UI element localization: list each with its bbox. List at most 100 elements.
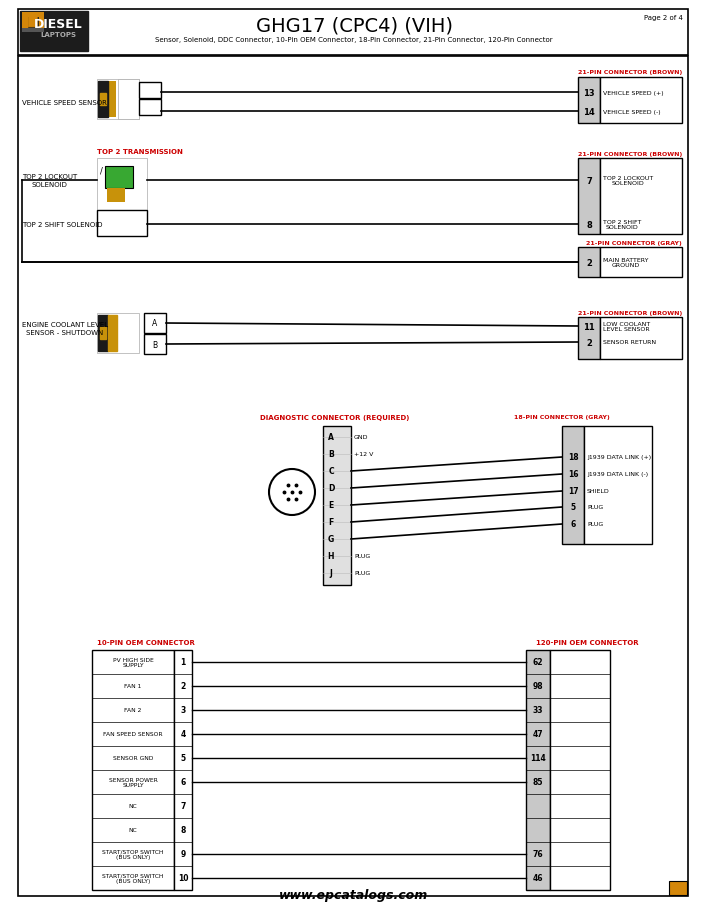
Text: TOP 2 TRANSMISSION: TOP 2 TRANSMISSION: [97, 148, 183, 155]
Bar: [578, 248, 600, 278]
Bar: [97, 313, 139, 353]
Bar: [550, 650, 610, 890]
Text: VEHICLE SPEED SENSOR: VEHICLE SPEED SENSOR: [22, 100, 107, 106]
Text: ENGINE COOLANT LEVEL
SENSOR - SHUTDOWN: ENGINE COOLANT LEVEL SENSOR - SHUTDOWN: [22, 322, 108, 335]
Bar: [98, 315, 108, 352]
Text: VEHICLE SPEED (-): VEHICLE SPEED (-): [603, 109, 660, 115]
Circle shape: [269, 469, 315, 516]
Bar: [144, 313, 166, 333]
Text: MAIN BATTERY
GROUND: MAIN BATTERY GROUND: [603, 257, 648, 268]
Text: 13: 13: [583, 88, 595, 97]
Text: 8: 8: [586, 220, 592, 230]
Text: F: F: [328, 518, 334, 527]
Text: TOP 2 LOCKOUT
SOLENOID: TOP 2 LOCKOUT SOLENOID: [22, 174, 77, 188]
Text: 11: 11: [583, 322, 595, 331]
Text: VEHICLE SPEED (+): VEHICLE SPEED (+): [603, 90, 664, 96]
Text: 9: 9: [180, 850, 186, 858]
Text: /: /: [99, 167, 103, 175]
Text: 5: 5: [180, 753, 186, 763]
Text: 7: 7: [180, 802, 186, 811]
Text: 16: 16: [567, 470, 578, 479]
Bar: [669, 881, 687, 895]
Bar: [98, 82, 108, 118]
Text: 114: 114: [530, 753, 546, 763]
Bar: [144, 334, 166, 354]
Bar: [562, 426, 584, 545]
Text: 7: 7: [586, 177, 592, 185]
Text: 5: 5: [570, 503, 576, 512]
Text: 21-PIN CONNECTOR (BROWN): 21-PIN CONNECTOR (BROWN): [578, 312, 682, 316]
Text: A: A: [328, 433, 334, 442]
Text: SENSOR POWER
SUPPLY: SENSOR POWER SUPPLY: [108, 777, 158, 787]
Text: GHG17 (CPC4) (VIH): GHG17 (CPC4) (VIH): [256, 16, 453, 36]
Text: START/STOP SWITCH
(BUS ONLY): START/STOP SWITCH (BUS ONLY): [102, 873, 164, 884]
Bar: [584, 426, 652, 545]
Text: PLUG: PLUG: [354, 571, 370, 576]
Bar: [100, 328, 106, 340]
Text: A: A: [152, 319, 158, 328]
Text: SENSOR RETURN: SENSOR RETURN: [603, 340, 656, 345]
Text: START/STOP SWITCH
(BUS ONLY): START/STOP SWITCH (BUS ONLY): [102, 849, 164, 859]
Text: 21-PIN CONNECTOR (BROWN): 21-PIN CONNECTOR (BROWN): [578, 151, 682, 157]
Text: TOP 2 SHIFT SOLENOID: TOP 2 SHIFT SOLENOID: [22, 221, 103, 228]
Text: LAPTOPS: LAPTOPS: [40, 32, 76, 38]
Text: 8: 8: [180, 825, 186, 834]
Text: DIESEL: DIESEL: [34, 17, 82, 30]
Text: 17: 17: [567, 487, 578, 496]
Text: 46: 46: [533, 874, 543, 883]
Bar: [18, 10, 688, 56]
Text: 98: 98: [533, 681, 543, 691]
Bar: [20, 12, 88, 52]
Bar: [600, 78, 682, 124]
Text: 18-PIN CONNECTOR (GRAY): 18-PIN CONNECTOR (GRAY): [514, 415, 610, 420]
Text: J: J: [329, 568, 332, 578]
Bar: [600, 318, 682, 360]
Bar: [105, 167, 133, 189]
Bar: [22, 13, 44, 29]
Text: 10-PIN OEM CONNECTOR: 10-PIN OEM CONNECTOR: [97, 640, 195, 645]
Bar: [600, 248, 682, 278]
Text: ■: ■: [27, 15, 39, 27]
Text: 62: 62: [533, 658, 543, 667]
Text: +12 V: +12 V: [354, 452, 373, 457]
Text: 33: 33: [533, 706, 543, 715]
Bar: [174, 650, 192, 890]
Text: PLUG: PLUG: [587, 522, 603, 527]
Bar: [97, 159, 147, 210]
Text: G: G: [328, 535, 334, 544]
Bar: [578, 78, 600, 124]
Bar: [97, 210, 147, 237]
Text: C: C: [328, 467, 334, 476]
Text: ■: ■: [27, 14, 39, 28]
Text: 2: 2: [586, 338, 592, 347]
Text: www.epcatalogs.com: www.epcatalogs.com: [279, 888, 429, 902]
Text: D: D: [328, 484, 334, 493]
Bar: [578, 159, 600, 235]
Text: PLUG: PLUG: [354, 554, 370, 558]
Text: DIAGNOSTIC CONNECTOR (REQUIRED): DIAGNOSTIC CONNECTOR (REQUIRED): [260, 415, 410, 421]
Text: PV HIGH SIDE
SUPPLY: PV HIGH SIDE SUPPLY: [113, 657, 153, 668]
Text: 2: 2: [586, 258, 592, 267]
Text: 1: 1: [180, 658, 186, 667]
Bar: [139, 83, 161, 99]
Text: 47: 47: [533, 730, 543, 739]
Text: 2: 2: [180, 681, 186, 691]
Text: SENSOR GND: SENSOR GND: [113, 755, 153, 761]
Text: LOW COOLANT
LEVEL SENSOR: LOW COOLANT LEVEL SENSOR: [603, 322, 650, 332]
Text: J1939 DATA LINK (+): J1939 DATA LINK (+): [587, 455, 651, 460]
Bar: [323, 426, 351, 586]
Text: B: B: [153, 340, 158, 349]
Text: Page 2 of 4: Page 2 of 4: [644, 15, 683, 21]
Bar: [92, 650, 174, 890]
Bar: [98, 82, 116, 118]
Bar: [100, 94, 106, 106]
Text: 10: 10: [177, 874, 188, 883]
Text: H: H: [328, 552, 334, 561]
Text: 21-PIN CONNECTOR (BROWN): 21-PIN CONNECTOR (BROWN): [578, 69, 682, 75]
Bar: [108, 315, 117, 352]
Text: 120-PIN OEM CONNECTOR: 120-PIN OEM CONNECTOR: [536, 640, 639, 645]
Text: NC: NC: [129, 804, 137, 809]
Text: FAN 1: FAN 1: [125, 684, 142, 689]
Text: 76: 76: [533, 850, 543, 858]
Bar: [600, 159, 682, 235]
